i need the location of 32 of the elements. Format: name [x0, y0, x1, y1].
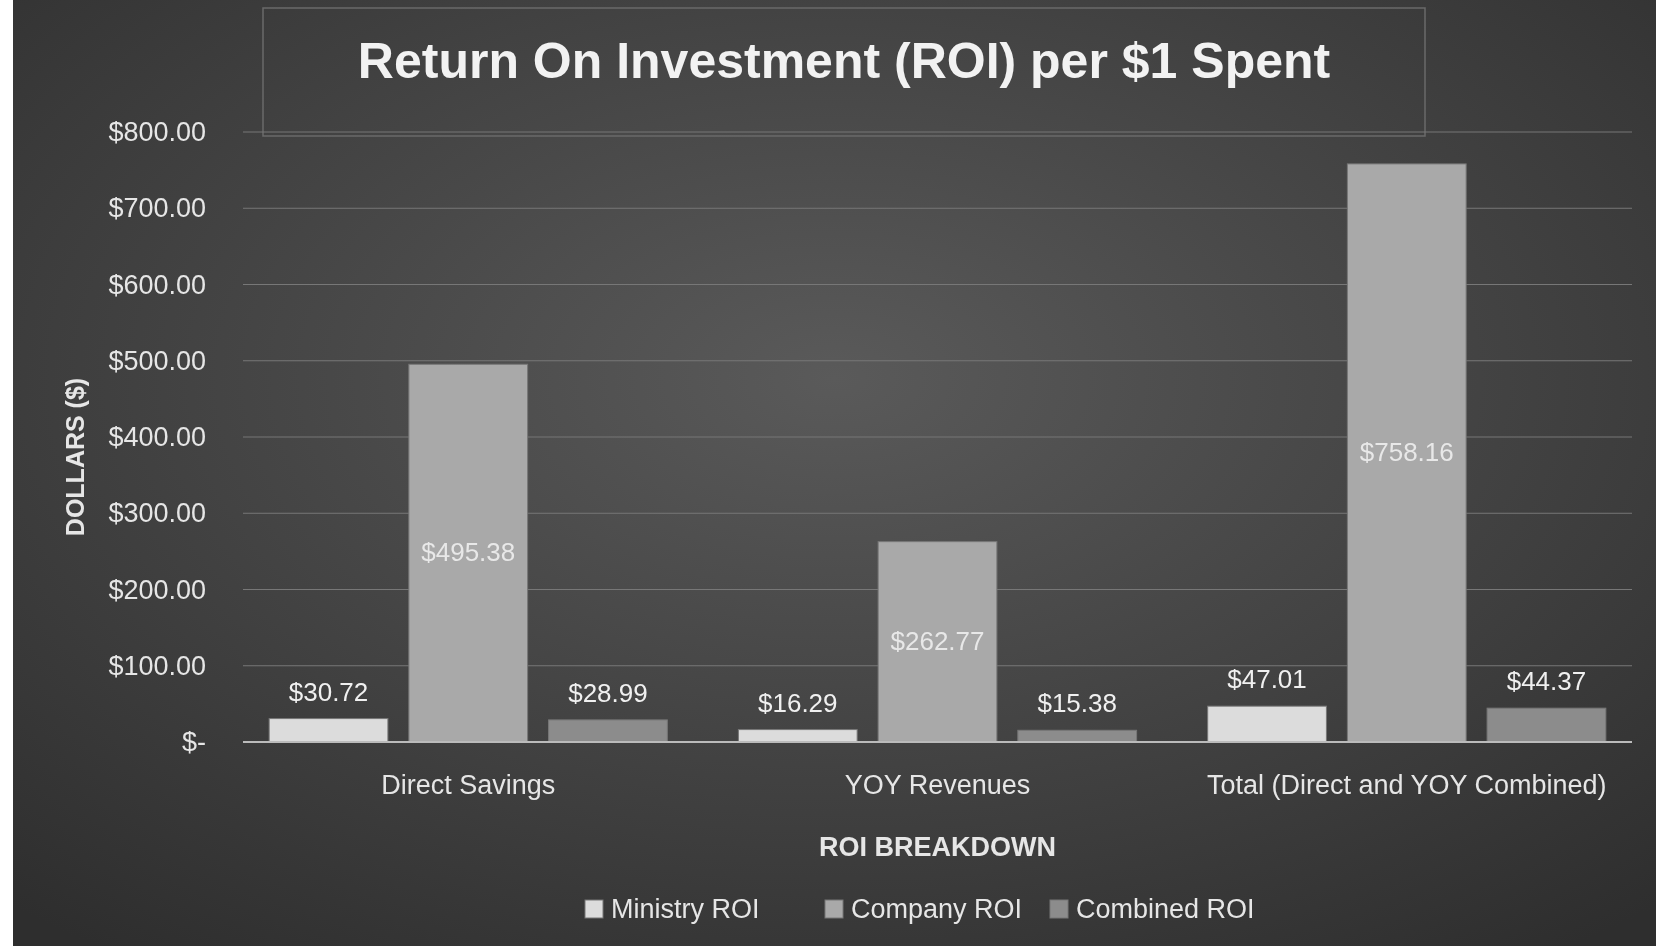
- data-label: $758.16: [1359, 436, 1454, 467]
- data-label: $30.72: [288, 676, 369, 707]
- x-tick-label: Total (Direct and YOY Combined): [1206, 770, 1607, 800]
- x-tick-label: YOY Revenues: [844, 770, 1031, 800]
- data-label: $44.37: [1506, 666, 1587, 697]
- y-tick-label: $300.00: [108, 498, 206, 529]
- y-tick-label: $200.00: [108, 574, 206, 605]
- bar: [268, 718, 389, 743]
- y-tick-label: $800.00: [108, 117, 206, 147]
- legend-label: Combined ROI: [1076, 894, 1255, 924]
- bar: [1207, 705, 1327, 743]
- data-label: $28.99: [568, 677, 648, 708]
- chart-title: Return On Investment (ROI) per $1 Spent: [357, 33, 1331, 89]
- y-tick-label: $500.00: [108, 345, 206, 376]
- y-tick-label: $400.00: [108, 422, 206, 452]
- data-label: $15.38: [1037, 688, 1117, 719]
- bar: [737, 729, 858, 743]
- bar: [548, 719, 668, 743]
- x-axis-title: ROI BREAKDOWN: [819, 832, 1056, 862]
- x-tick-label: Direct Savings: [381, 770, 556, 800]
- data-label: $495.38: [421, 537, 516, 568]
- legend-label: Ministry ROI: [611, 894, 760, 924]
- y-tick-label: $-: [181, 727, 206, 757]
- y-tick-label: $600.00: [108, 269, 206, 300]
- data-label: $262.77: [890, 625, 985, 656]
- legend-label: Company ROI: [851, 894, 1023, 924]
- y-tick-label: $700.00: [108, 193, 206, 224]
- data-label: $47.01: [1227, 664, 1307, 695]
- y-tick-label: $100.00: [108, 650, 206, 681]
- y-axis-title: DOLLARS ($): [61, 377, 89, 537]
- bar: [1486, 707, 1607, 743]
- data-label: $16.29: [758, 687, 838, 718]
